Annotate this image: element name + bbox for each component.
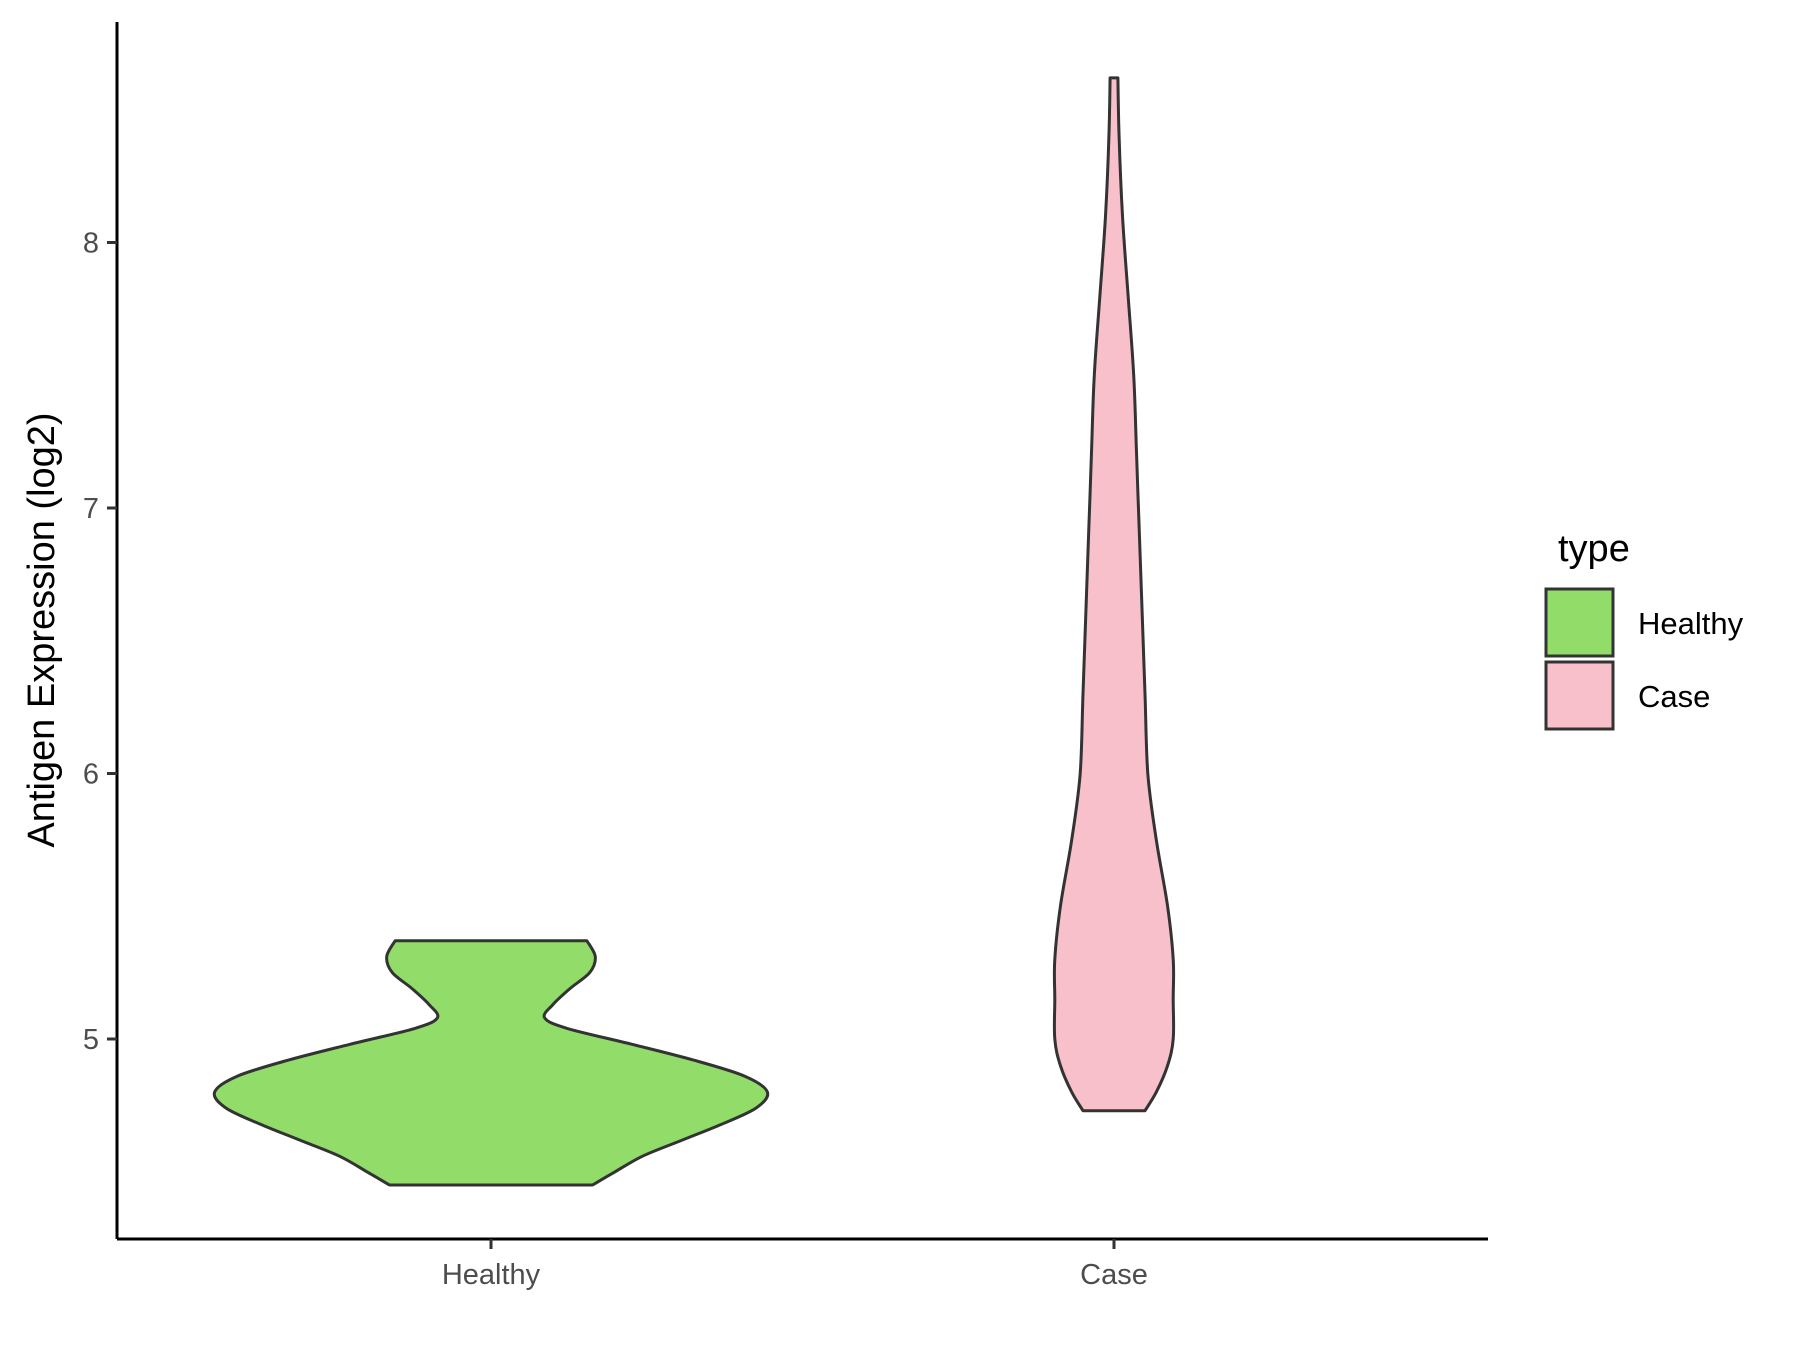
legend-label-case: Case bbox=[1638, 679, 1710, 714]
y-axis-ticks: 5 6 7 8 bbox=[83, 228, 117, 1056]
y-tick-label: 8 bbox=[83, 228, 99, 260]
x-tick-label: Healthy bbox=[442, 1259, 541, 1291]
y-tick-label: 6 bbox=[83, 759, 99, 791]
x-axis-ticks: Healthy Case bbox=[442, 1239, 1148, 1291]
legend-title: type bbox=[1558, 528, 1630, 570]
y-tick-label: 5 bbox=[83, 1024, 99, 1056]
violin-case bbox=[1052, 76, 1176, 1113]
y-tick-label: 7 bbox=[83, 493, 99, 525]
violin-healthy bbox=[212, 939, 770, 1187]
legend-items: Healthy Case bbox=[1544, 587, 1744, 731]
legend-swatch-case bbox=[1544, 660, 1615, 731]
y-axis-title: Antigen Expression (log2) bbox=[21, 412, 63, 847]
x-tick-label: Case bbox=[1080, 1259, 1148, 1291]
violins-layer bbox=[212, 76, 1176, 1187]
legend-label-healthy: Healthy bbox=[1638, 606, 1744, 641]
legend-swatch-healthy bbox=[1544, 587, 1615, 658]
legend: type Healthy Case bbox=[1544, 528, 1744, 731]
